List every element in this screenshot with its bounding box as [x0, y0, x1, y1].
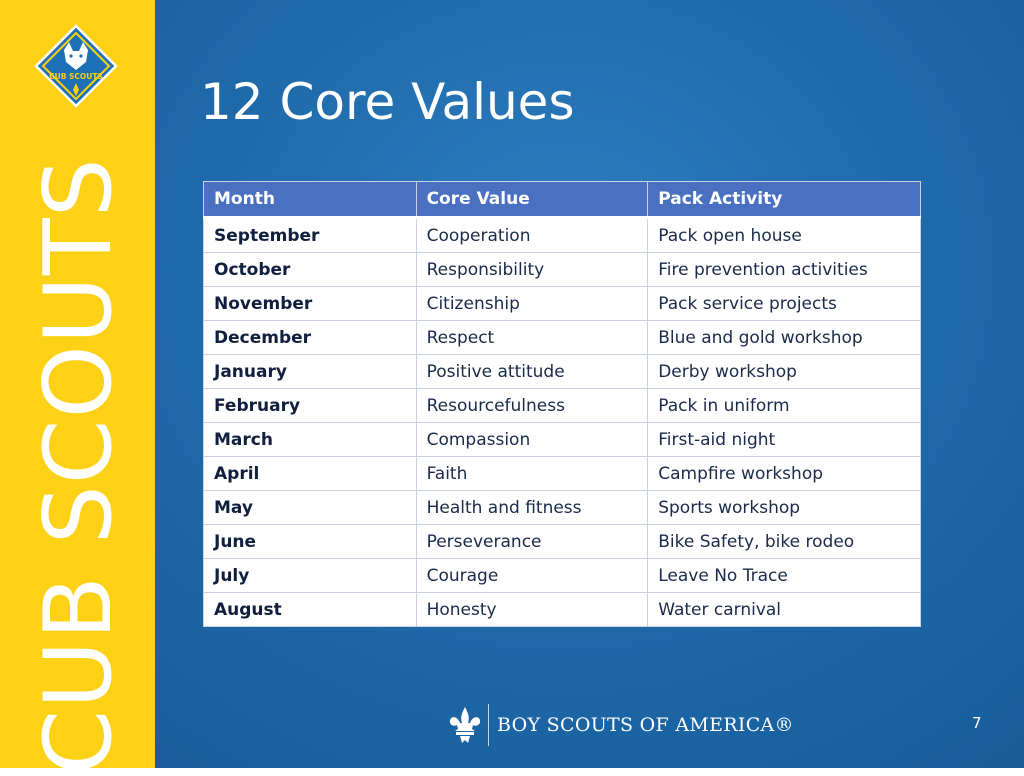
table-row: February Resourcefulness Pack in uniform [203, 388, 921, 423]
table-row: October Responsibility Fire prevention a… [203, 252, 921, 287]
cell-month: November [203, 286, 417, 321]
page-title: 12 Core Values [200, 73, 575, 131]
cell-core-value: Perseverance [415, 524, 649, 559]
cell-pack-activity: Pack service projects [647, 286, 921, 321]
cell-pack-activity: Pack open house [647, 217, 921, 253]
table-row: May Health and fitness Sports workshop [203, 490, 921, 525]
cell-pack-activity: Sports workshop [647, 490, 921, 525]
cell-pack-activity: Campfire workshop [647, 456, 921, 491]
cell-month: January [203, 354, 417, 389]
cell-core-value: Honesty [415, 592, 649, 627]
table-row: January Positive attitude Derby workshop [203, 354, 921, 389]
cell-core-value: Health and fitness [415, 490, 649, 525]
table-row: March Compassion First-aid night [203, 422, 921, 457]
footer-branding: BOY SCOUTS OF AMERICA® [448, 702, 794, 748]
footer-org-name: BOY SCOUTS OF AMERICA® [497, 714, 794, 736]
page-number: 7 [972, 714, 982, 732]
cell-core-value: Courage [415, 558, 649, 593]
table-row: April Faith Campfire workshop [203, 456, 921, 491]
cell-month: December [203, 320, 417, 355]
cell-pack-activity: First-aid night [647, 422, 921, 457]
table-row: November Citizenship Pack service projec… [203, 286, 921, 321]
cell-pack-activity: Blue and gold workshop [647, 320, 921, 355]
cell-core-value: Citizenship [415, 286, 649, 321]
sidebar: CUB SCOUTS CUB SCOUTS [0, 0, 155, 775]
column-header-month: Month [203, 181, 417, 219]
cell-month: June [203, 524, 417, 559]
cell-month: April [203, 456, 417, 491]
cell-pack-activity: Water carnival [647, 592, 921, 627]
cell-core-value: Cooperation [415, 217, 649, 253]
table-header-row: Month Core Value Pack Activity [203, 181, 921, 219]
fleur-de-lis-icon [449, 707, 481, 743]
cell-month: May [203, 490, 417, 525]
cell-month: February [203, 388, 417, 423]
cell-pack-activity: Pack in uniform [647, 388, 921, 423]
column-header-pack-activity: Pack Activity [647, 181, 921, 219]
cell-month: July [203, 558, 417, 593]
cell-core-value: Responsibility [415, 252, 649, 287]
table-row: August Honesty Water carnival [203, 592, 921, 627]
cell-month: October [203, 252, 417, 287]
cell-pack-activity: Bike Safety, bike rodeo [647, 524, 921, 559]
logo-text: CUB SCOUTS [49, 72, 103, 81]
footer-divider [488, 704, 489, 746]
cell-month: August [203, 592, 417, 627]
cell-month: March [203, 422, 417, 457]
cub-scouts-logo-icon: CUB SCOUTS [34, 24, 118, 108]
cell-core-value: Respect [415, 320, 649, 355]
cell-core-value: Positive attitude [415, 354, 649, 389]
brand-vertical-text: CUB SCOUTS [24, 157, 132, 775]
table-row: July Courage Leave No Trace [203, 558, 921, 593]
cell-pack-activity: Fire prevention activities [647, 252, 921, 287]
cell-pack-activity: Derby workshop [647, 354, 921, 389]
cell-month: September [203, 217, 417, 253]
column-header-core-value: Core Value [415, 181, 649, 219]
table-row: June Perseverance Bike Safety, bike rode… [203, 524, 921, 559]
core-values-table: Month Core Value Pack Activity September… [203, 181, 921, 627]
table-row: September Cooperation Pack open house [203, 217, 921, 253]
table-row: December Respect Blue and gold workshop [203, 320, 921, 355]
cell-core-value: Compassion [415, 422, 649, 457]
cell-core-value: Faith [415, 456, 649, 491]
cell-pack-activity: Leave No Trace [647, 558, 921, 593]
cell-core-value: Resourcefulness [415, 388, 649, 423]
